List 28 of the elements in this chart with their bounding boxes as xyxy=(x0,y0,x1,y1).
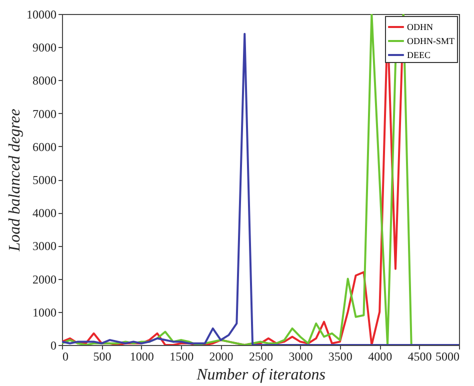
y-tick-label: 3000 xyxy=(32,239,56,254)
y-tick-label: 8000 xyxy=(32,74,56,88)
y-tick-label: 4000 xyxy=(32,206,56,220)
x-tick-label: 500 xyxy=(93,350,112,364)
y-tick-label: 7000 xyxy=(32,106,56,121)
y-tick-label: 10000 xyxy=(26,8,56,22)
x-tick-label: 3500 xyxy=(328,350,352,364)
line-series xyxy=(62,32,459,345)
x-tick-label: 1500 xyxy=(170,350,194,364)
y-tick-label: 9000 xyxy=(32,40,56,55)
y-tick-label: 0 xyxy=(50,338,56,352)
x-tick-label: 2000 xyxy=(209,350,234,364)
y-tick-label: 5000 xyxy=(32,173,56,187)
legend-label: ODHN xyxy=(407,22,434,32)
y-axis-title: Load balanced degree xyxy=(6,108,24,252)
x-tick-label: 2500 xyxy=(249,350,273,364)
x-tick-label: 3000 xyxy=(288,350,313,364)
y-tick-label: 6000 xyxy=(32,140,56,154)
x-tick-label: 5000 xyxy=(436,350,460,364)
x-tick-label: 1000 xyxy=(130,350,154,364)
x-tick-label: 4000 xyxy=(368,350,392,364)
y-tick-label: 2000 xyxy=(32,272,56,286)
legend-label: DEEC xyxy=(407,50,430,60)
x-axis-title: Number of iteratons xyxy=(196,366,326,384)
y-tick-label: 1000 xyxy=(32,305,56,320)
x-tick-label: 0 xyxy=(62,350,68,364)
legend-label: ODHN-SMT xyxy=(407,36,456,46)
x-tick-label: 4500 xyxy=(408,350,432,364)
